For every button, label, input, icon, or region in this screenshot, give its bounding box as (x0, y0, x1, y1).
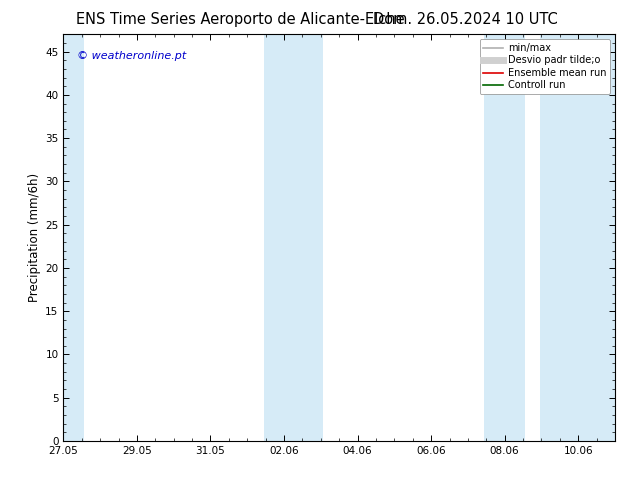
Text: ENS Time Series Aeroporto de Alicante-Elche: ENS Time Series Aeroporto de Alicante-El… (76, 12, 404, 27)
Y-axis label: Precipitation (mm/6h): Precipitation (mm/6h) (28, 173, 41, 302)
Text: © weatheronline.pt: © weatheronline.pt (77, 50, 186, 61)
Text: Dom. 26.05.2024 10 UTC: Dom. 26.05.2024 10 UTC (373, 12, 558, 27)
Bar (264, 34, 323, 441)
Bar (61, 34, 84, 441)
Bar (484, 34, 525, 441)
Bar (540, 34, 617, 441)
Legend: min/max, Desvio padr tilde;o, Ensemble mean run, Controll run: min/max, Desvio padr tilde;o, Ensemble m… (479, 39, 610, 94)
